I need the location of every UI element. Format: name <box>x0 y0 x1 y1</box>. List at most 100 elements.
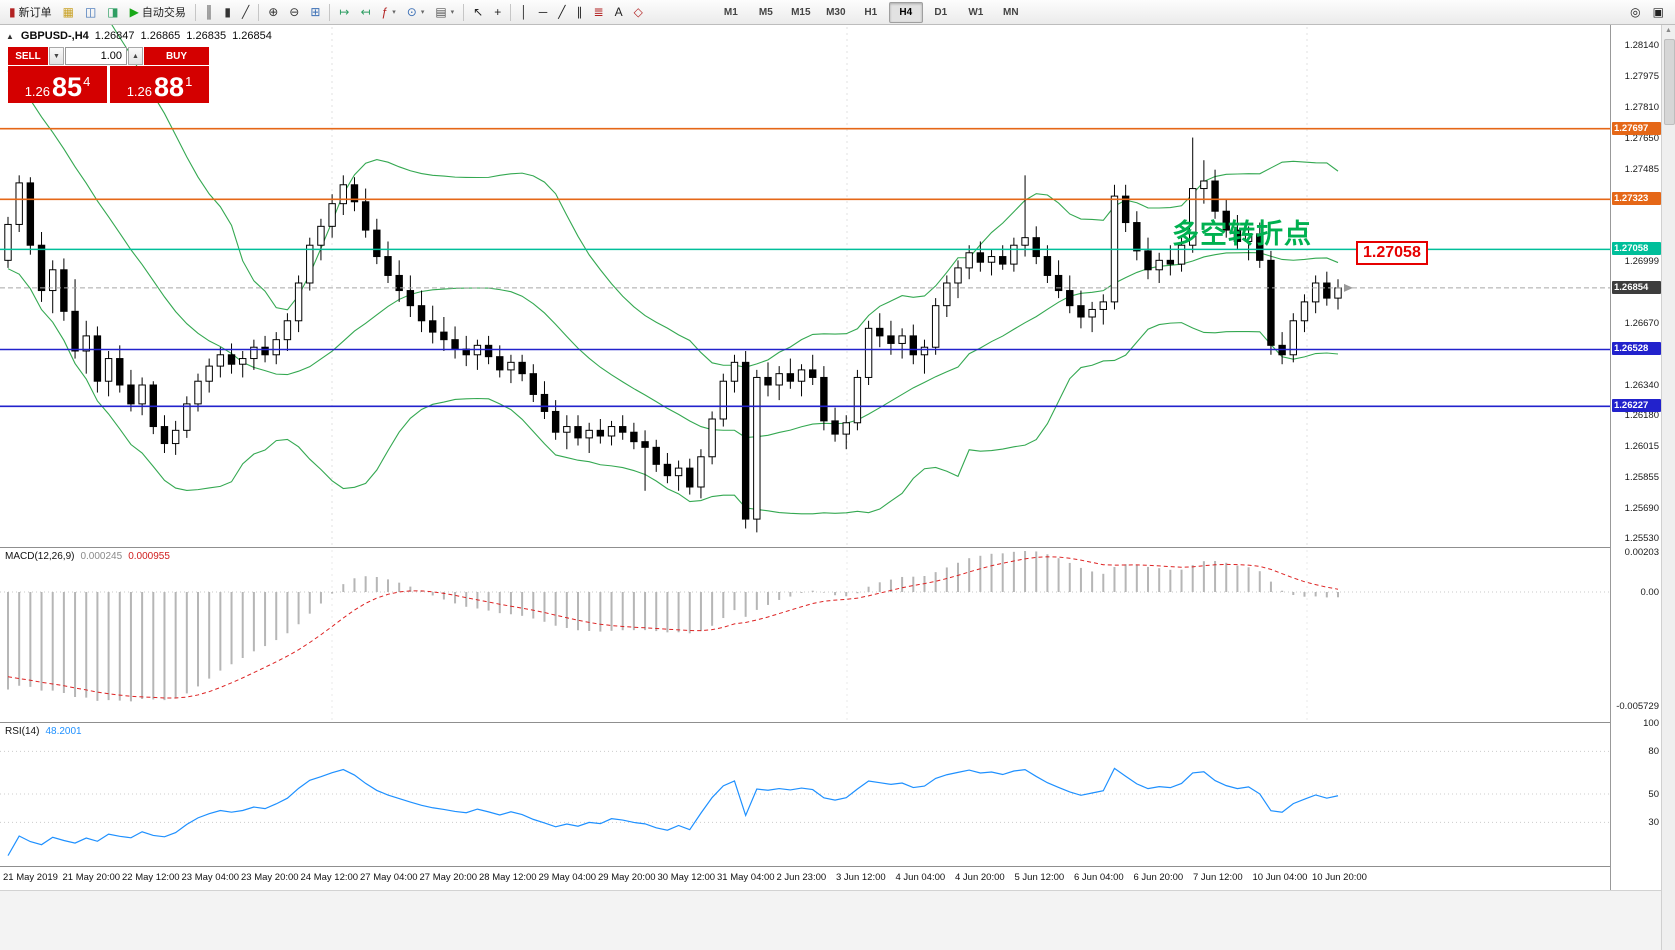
resistance-line-price-tag: 1.27697 <box>1612 121 1661 135</box>
time-axis-label: 22 May 12:00 <box>122 872 180 883</box>
chart-window-icon[interactable]: ▦ <box>58 1 79 24</box>
autotrading-icon: ▶ <box>129 5 139 19</box>
price-axis-label: 1.25855 <box>1624 471 1659 483</box>
rsi-axis-label: 80 <box>1648 746 1659 758</box>
macd-name: MACD(12,26,9) <box>5 551 75 562</box>
timeframe-M30[interactable]: M30 <box>826 6 846 18</box>
cursor-icon: ↖ <box>473 5 484 19</box>
ohlc-open: 1.26847 <box>94 30 135 42</box>
support-line-price-tag: 1.26528 <box>1612 342 1661 356</box>
periods-button[interactable]: ⊙ ▾ <box>402 1 430 24</box>
time-axis-label: 23 May 04:00 <box>181 872 240 883</box>
layout-icon[interactable]: ▣ <box>1648 1 1669 24</box>
arrows-button[interactable]: ◇ <box>629 1 648 24</box>
arrows-icon: ◇ <box>633 5 643 19</box>
macd-axis-label: -0.005729 <box>1616 701 1659 712</box>
timeframe-H1[interactable]: H1 <box>864 6 878 18</box>
pivot-line-price-tag: 1.27058 <box>1612 242 1661 256</box>
timeframe-D1[interactable]: D1 <box>934 6 948 18</box>
vertical-scrollbar[interactable]: ▲ <box>1661 25 1675 950</box>
cursor-button[interactable]: ↖ <box>468 1 488 24</box>
tile-windows-icon: ⊞ <box>310 5 321 19</box>
fibonacci-button[interactable]: ≣ <box>589 1 609 24</box>
rsi-indicator-pane[interactable] <box>0 723 1610 866</box>
price-axis-label: 1.26999 <box>1624 255 1659 267</box>
time-axis-label: 7 Jun 12:00 <box>1193 872 1243 883</box>
time-scale[interactable]: 21 May 2019 21 May 20:00 22 May 12:00 23 Ma… <box>0 866 1661 890</box>
buy-price-pipette: 1 <box>185 74 193 89</box>
support-line-price-tag: 1.26227 <box>1612 399 1661 413</box>
timeframe-M1[interactable]: M1 <box>723 6 738 18</box>
bar-chart-mode-button[interactable]: ║ <box>200 1 219 24</box>
auto-scroll-icon: ↦ <box>339 5 350 19</box>
caret-down-icon: ▼ <box>53 52 60 60</box>
search-icon[interactable]: ◎ <box>1625 1 1645 24</box>
timeframe-M15[interactable]: M15 <box>791 6 811 18</box>
timeframe-M5[interactable]: M5 <box>758 6 773 18</box>
text-button[interactable]: A <box>610 1 628 24</box>
horizontal-line-button[interactable]: ─ <box>534 1 553 24</box>
price-callout-box[interactable]: 1.27058 <box>1356 241 1428 265</box>
zoom-in-button[interactable]: ⊕ <box>263 1 283 24</box>
price-scale[interactable]: 1.28140 1.27975 1.27810 1.27650 1.27485 1.269… <box>1610 25 1662 890</box>
sell-button[interactable]: SELL <box>8 47 48 65</box>
pane-separator[interactable] <box>0 547 1661 548</box>
buy-price-prefix: 1.26 <box>126 83 153 99</box>
line-chart-mode-icon: ╱ <box>242 5 250 19</box>
macd-signal-value: 0.000955 <box>128 551 170 562</box>
vertical-line-button[interactable]: │ <box>515 1 533 24</box>
pane-separator[interactable] <box>0 722 1661 723</box>
macd-label: MACD(12,26,9) 0.000245 0.000955 <box>5 551 170 562</box>
chart-shift-button[interactable]: ↤ <box>355 1 375 24</box>
main-toolbar: ▮ 新订单 ▦ ◫ ◨ ▶ 自动交易 ║ ▮ ╱ ⊕ ⊖ ⊞ ↦ ↤ ƒ ▾ ⊙ ▾ ▤ ▾ ↖ + │ ─ ╱ ∥ ≣ A ◇ M1 M5 M… <box>0 0 1675 25</box>
autotrading-button-label: 自动交易 <box>141 7 186 19</box>
macd-indicator-pane[interactable] <box>0 548 1610 722</box>
new-order-button-label: 新订单 <box>18 7 52 19</box>
data-window-icon[interactable]: ◨ <box>102 1 123 24</box>
scroll-up-icon[interactable]: ▲ <box>1665 27 1672 34</box>
time-axis-label: 4 Jun 04:00 <box>895 872 946 883</box>
volume-input[interactable]: 1.00 <box>65 47 127 65</box>
price-axis-label: 1.25690 <box>1624 502 1659 514</box>
one-click-collapse-arrow[interactable]: ▲ <box>6 31 14 41</box>
templates-button[interactable]: ▤ ▾ <box>430 1 459 24</box>
volume-down-button[interactable]: ▼ <box>49 47 64 65</box>
profiles-icon[interactable]: ◫ <box>80 1 101 24</box>
timeframe-W1[interactable]: W1 <box>968 6 984 18</box>
new-order-button[interactable]: ▮ 新订单 <box>4 1 57 24</box>
zoom-in-icon: ⊕ <box>268 5 279 19</box>
auto-scroll-button[interactable]: ↦ <box>334 1 354 24</box>
time-axis-label: 2 Jun 23:00 <box>776 872 827 883</box>
scrollbar-thumb[interactable] <box>1664 39 1675 125</box>
chart-annotation-text[interactable]: 多空转折点 <box>1172 219 1312 249</box>
buy-button[interactable]: BUY <box>144 47 209 65</box>
line-chart-mode-button[interactable]: ╱ <box>237 1 254 24</box>
buy-price-button[interactable]: 1.26 88 1 <box>110 66 209 103</box>
chevron-down-icon: ▾ <box>392 9 396 16</box>
chevron-down-icon: ▾ <box>450 9 455 16</box>
crosshair-button[interactable]: + <box>489 1 506 24</box>
tile-windows-button[interactable]: ⊞ <box>305 1 325 24</box>
ohlc-high: 1.26865 <box>140 30 181 42</box>
sell-price-button[interactable]: 1.26 85 4 <box>8 66 107 103</box>
timeframe-H4[interactable]: H4 <box>888 1 923 23</box>
zoom-out-button[interactable]: ⊖ <box>284 1 304 24</box>
price-axis-label: 1.25530 <box>1624 533 1659 544</box>
price-chart[interactable] <box>0 25 1610 548</box>
time-axis-label: 21 May 2019 <box>3 872 58 883</box>
new-order-icon: ▮ <box>9 5 16 19</box>
candlestick-mode-button[interactable]: ▮ <box>219 1 236 24</box>
channel-button[interactable]: ∥ <box>572 1 588 24</box>
rsi-axis-label: 50 <box>1648 789 1659 800</box>
timeframe-MN[interactable]: MN <box>1003 6 1019 18</box>
macd-axis-label: 0.00 <box>1640 587 1660 598</box>
indicators-button[interactable]: ƒ ▾ <box>377 1 401 24</box>
volume-up-button[interactable]: ▲ <box>128 47 143 65</box>
chart-window-icon-icon: ▦ <box>62 5 74 19</box>
zoom-out-icon: ⊖ <box>289 5 300 19</box>
rsi-axis-label: 100 <box>1643 718 1659 729</box>
data-window-icon-icon: ◨ <box>107 5 119 19</box>
trendline-button[interactable]: ╱ <box>553 1 570 24</box>
autotrading-button[interactable]: ▶ 自动交易 <box>125 1 191 24</box>
profiles-icon-icon: ◫ <box>84 5 97 19</box>
